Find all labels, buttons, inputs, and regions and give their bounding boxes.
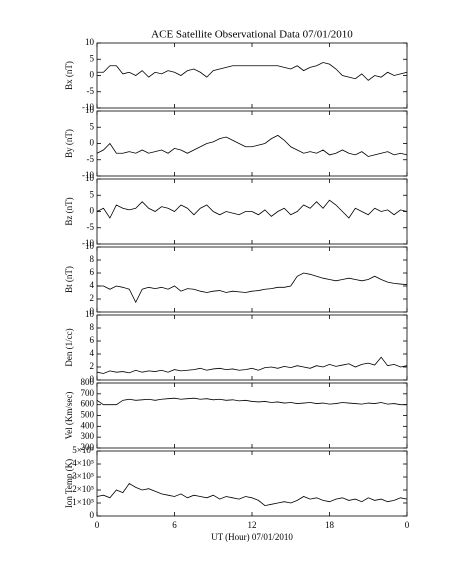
y-tick-label: 2: [90, 361, 95, 371]
y-tick-label: 6: [90, 335, 95, 345]
y-tick-label: -10: [82, 238, 94, 248]
y-tick-label: 0: [90, 510, 95, 520]
y-tick-label: 0: [90, 374, 95, 384]
chart-title: ACE Satellite Observational Data 07/01/2…: [151, 29, 353, 41]
y-axis-label: Ion Temp (K): [64, 459, 74, 508]
y-tick-label: 5: [90, 53, 95, 63]
x-tick-label: 6: [172, 520, 177, 530]
y-tick-label: -5: [87, 222, 95, 232]
y-tick-label: 5: [90, 189, 95, 199]
data-line: [96, 482, 408, 507]
data-line: [96, 397, 407, 406]
y-axis-label: Bz (nT): [64, 197, 74, 225]
y-tick-label: 8: [90, 254, 95, 264]
y-tick-label: -5: [87, 86, 95, 96]
y-tick-label: 200: [81, 442, 95, 452]
y-tick-label: 10: [85, 105, 95, 115]
y-axis-label: Bx (nT): [64, 61, 74, 90]
data-line: [96, 356, 408, 374]
y-axis-label: Vel (Km/sec): [64, 392, 74, 440]
y-tick-label: -10: [82, 170, 94, 180]
y-tick-label: 10: [85, 309, 95, 319]
y-tick-label: 10: [85, 173, 95, 183]
y-tick-label: 700: [81, 388, 95, 398]
x-tick-label: 0: [405, 520, 410, 530]
y-tick-label: 600: [81, 399, 95, 409]
y-tick-label: 2: [90, 293, 95, 303]
y-tick-label: 3×10⁵: [72, 471, 94, 481]
x-tick-label: 12: [248, 520, 257, 530]
data-line: [97, 62, 408, 81]
y-tick-label: 5: [90, 121, 95, 131]
y-axis-label: Bt (nT): [64, 266, 74, 293]
data-line: [97, 272, 408, 304]
x-tick-label: 18: [325, 520, 335, 530]
y-tick-label: 0: [90, 206, 95, 216]
y-tick-label: 10: [85, 37, 95, 47]
y-tick-label: 0: [90, 70, 95, 80]
y-tick-label: 5×10⁵: [72, 445, 94, 455]
y-tick-label: 400: [81, 420, 95, 430]
x-tick-label: 0: [95, 520, 100, 530]
y-tick-label: -5: [87, 154, 95, 164]
y-tick-label: 10: [85, 241, 95, 251]
y-tick-label: 1×10⁵: [72, 497, 94, 507]
y-tick-label: 300: [81, 431, 95, 441]
y-tick-label: 8: [90, 322, 95, 332]
data-line: [96, 199, 408, 219]
y-tick-label: -10: [82, 102, 94, 112]
y-tick-label: 0: [90, 138, 95, 148]
y-tick-label: 800: [81, 377, 95, 387]
y-tick-label: 500: [81, 410, 95, 420]
data-line: [96, 134, 408, 157]
y-axis-label: By (nT): [64, 129, 74, 158]
x-axis-label: UT (Hour) 07/01/2010: [211, 532, 293, 542]
y-tick-label: 4: [90, 280, 95, 290]
y-tick-label: 6: [90, 267, 95, 277]
y-tick-label: 4: [90, 348, 95, 358]
y-tick-label: 2×10⁵: [72, 484, 94, 494]
y-axis-label: Den (1/cc): [64, 328, 74, 366]
y-tick-label: 0: [90, 306, 95, 316]
y-tick-label: 4×10⁵: [72, 458, 94, 468]
